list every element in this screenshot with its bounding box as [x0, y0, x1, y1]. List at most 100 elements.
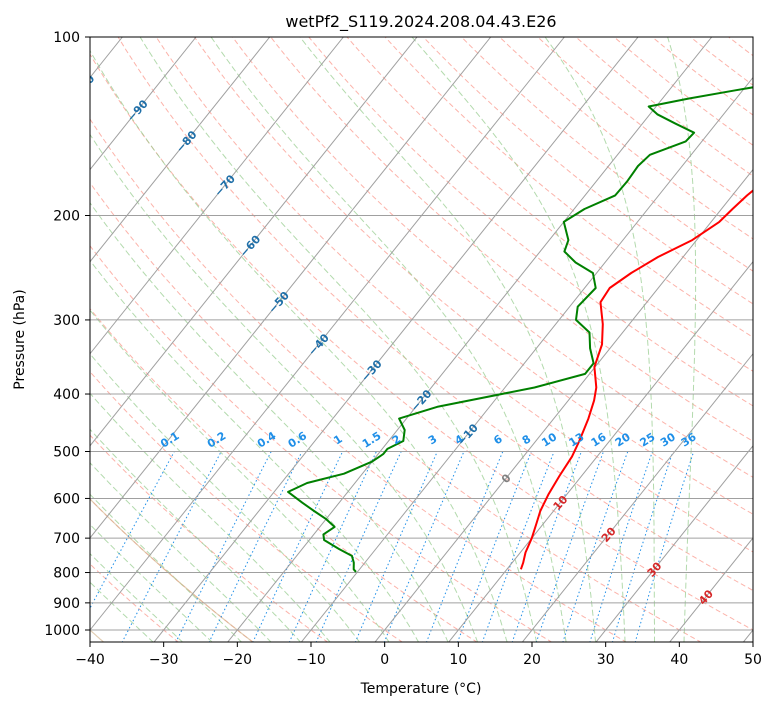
plot-frame	[89, 36, 754, 643]
isotherms	[90, 37, 753, 642]
isotherm-label: 30	[645, 559, 665, 579]
temperature-line	[519, 189, 753, 570]
isotherm-line	[374, 168, 753, 642]
isotherm-line	[90, 37, 492, 539]
x-tick-label: 0	[380, 652, 389, 668]
dry-adiabat-line	[232, 37, 753, 478]
dry-adiabat-line	[117, 37, 753, 592]
moist-adiabat-line	[544, 37, 655, 642]
dry-adiabat-line	[422, 37, 753, 305]
mixing-ratio-line	[208, 451, 303, 642]
dewpoint-line	[287, 86, 753, 573]
mixing-ratio-label: 8	[520, 432, 533, 447]
dry-adiabat-line	[90, 434, 329, 642]
isotherm-label: −100	[66, 72, 97, 105]
moist-adiabat-line	[90, 259, 420, 642]
moist-adiabats	[90, 37, 697, 642]
dry-adiabat-line	[270, 37, 753, 442]
mixing-ratio-line	[589, 451, 653, 642]
y-tick-label: 900	[53, 596, 80, 612]
y-tick-label: 300	[53, 313, 80, 329]
moist-adiabat-line	[667, 37, 697, 642]
dry-adiabat-line	[613, 37, 753, 146]
isotherm-label: −90	[125, 97, 151, 124]
mixing-ratio-label: 1	[331, 432, 344, 447]
y-tick-label: 200	[53, 209, 80, 225]
mixing-ratio-line	[288, 451, 377, 642]
isoline-labels: 0.1 0.2 0.4 0.6 1 1.5 2 3 4 6 8 10 13 16 20 25 30 36−100−…	[66, 72, 716, 607]
moist-adiabat-line	[90, 309, 390, 642]
dry-adiabat-line	[461, 37, 753, 272]
dry-adiabat-line	[499, 37, 753, 240]
mixing-ratio-label: 0.2	[205, 429, 228, 450]
x-axis-title: Temperature (°C)	[360, 681, 482, 697]
mixing-ratio-line	[90, 451, 175, 610]
y-axis: 100 200 300 400 500 600 700 800 900 1000	[44, 30, 90, 639]
y-tick-label: 400	[53, 387, 80, 403]
x-tick-label: 50	[744, 652, 762, 668]
dry-adiabat-line	[537, 37, 753, 208]
dry-adiabat-line	[346, 37, 753, 372]
x-tick-label: −10	[296, 652, 326, 668]
y-tick-label: 1000	[44, 623, 80, 639]
dry-adiabat-line	[90, 307, 478, 642]
isotherm-line	[227, 37, 713, 642]
dry-adiabats	[90, 37, 775, 643]
mixing-ratio-line	[354, 451, 438, 642]
mixing-ratio-label: 30	[658, 430, 678, 449]
moist-adiabat-line	[90, 392, 331, 642]
isotherm-line	[521, 352, 753, 642]
mixing-ratio-line	[315, 451, 402, 642]
x-tick-label: 30	[597, 652, 615, 668]
moist-adiabat-line	[90, 428, 302, 642]
isotherm-line	[300, 76, 753, 642]
dry-adiabat-line	[767, 37, 775, 643]
moist-adiabat-line	[90, 133, 479, 642]
moist-adiabat-line	[90, 581, 154, 642]
isotherm-label: 10	[551, 493, 571, 513]
mixing-ratio-line	[426, 451, 504, 642]
isotherm-line	[595, 445, 753, 642]
x-tick-label: 40	[670, 652, 688, 668]
y-axis-title: Pressure (hPa)	[12, 289, 28, 389]
isotherm-label: −60	[237, 232, 263, 259]
moist-adiabat-line	[411, 37, 626, 642]
mixing-ratio-line	[511, 451, 582, 642]
moist-adiabat-line	[90, 552, 184, 642]
isotherm-line	[153, 37, 639, 642]
mixing-ratio-label: 0.4	[255, 429, 279, 451]
isotherm-line	[448, 260, 753, 642]
plot-area: 0.1 0.2 0.4 0.6 1 1.5 2 3 4 6 8 10 13 16 20 25 30 36−100−…	[66, 37, 775, 643]
isotherm-label: −50	[266, 289, 292, 316]
moist-adiabat-line	[299, 37, 597, 642]
y-tick-label: 100	[53, 30, 80, 46]
moist-adiabat-line	[90, 49, 508, 642]
sounding-series	[287, 86, 753, 573]
isotherm-label: −40	[306, 331, 332, 358]
mixing-ratio-label: 36	[679, 430, 699, 449]
x-tick-label: −20	[223, 652, 253, 668]
mixing-ratio-label: 1.5	[360, 429, 383, 450]
dry-adiabat-line	[90, 181, 627, 642]
x-tick-label: 20	[523, 652, 541, 668]
x-tick-label: −30	[149, 652, 179, 668]
dry-adiabat-line	[384, 37, 753, 338]
dry-adiabat-line	[90, 53, 753, 631]
x-axis: −40 −30 −20 −10 0 10 20 30 40 50	[75, 642, 762, 668]
moist-adiabat-line	[90, 353, 361, 642]
dry-adiabat-line	[90, 498, 254, 642]
y-tick-label: 500	[53, 444, 80, 460]
chart-title: wetPf2_S119.2024.208.04.43.E26	[285, 12, 556, 32]
isotherm-label: −80	[174, 128, 200, 155]
x-tick-label: −40	[75, 652, 105, 668]
isotherm-line	[742, 629, 753, 642]
mixing-ratio-line	[252, 451, 344, 642]
isotherm-line	[90, 37, 565, 631]
mixing-ratio-line	[457, 451, 532, 642]
moist-adiabat-line	[139, 37, 538, 642]
mixing-ratio-label: 6	[491, 432, 505, 447]
isotherm-line	[90, 37, 418, 447]
isotherm-line	[90, 37, 197, 171]
dry-adiabat-line	[308, 37, 753, 407]
